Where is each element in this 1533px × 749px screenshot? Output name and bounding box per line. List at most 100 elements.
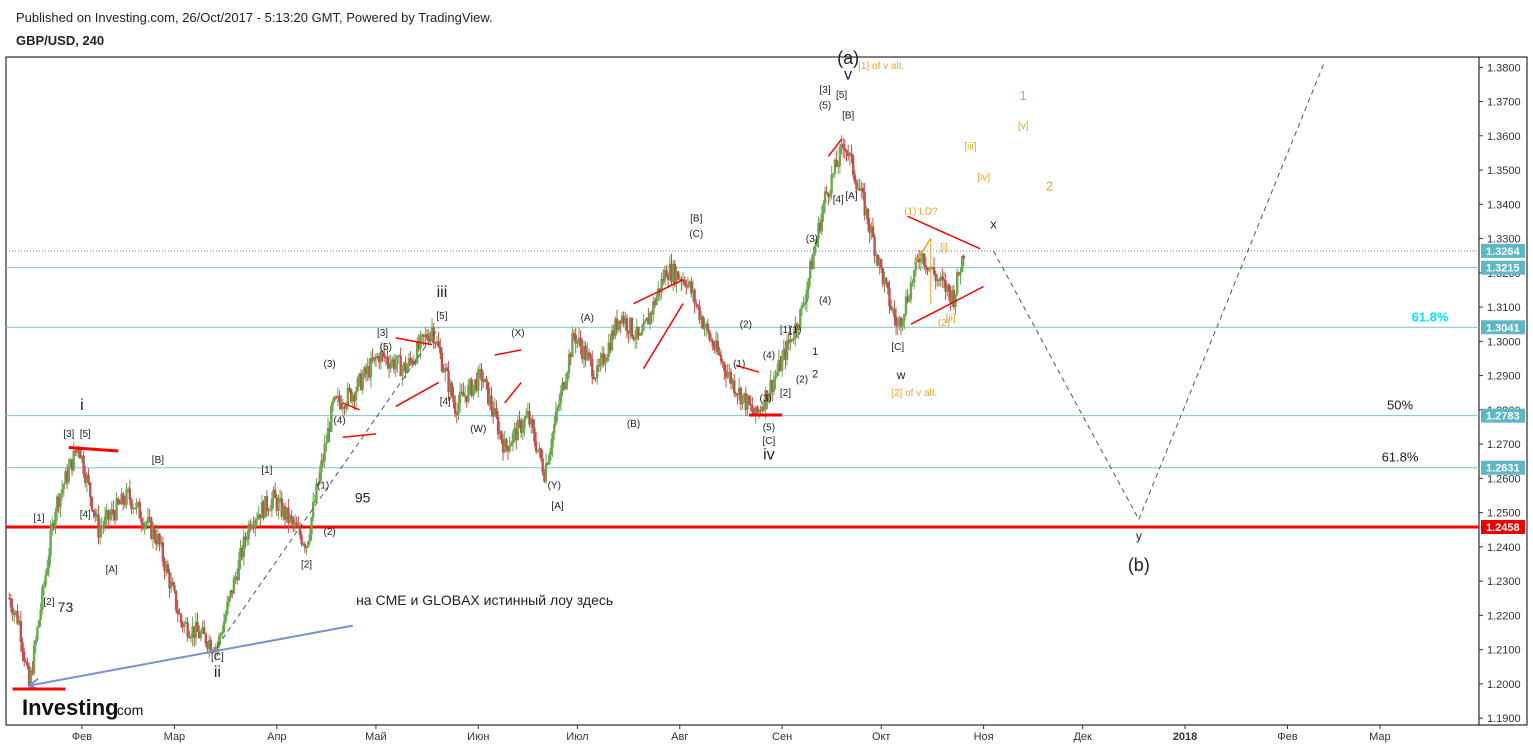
candle-body: [382, 352, 386, 358]
candle-body: [681, 279, 685, 282]
candle-body: [873, 236, 876, 257]
candle-body: [757, 410, 761, 413]
candle-body: [787, 340, 790, 344]
candle-body: [645, 317, 648, 321]
candle-body: [465, 395, 468, 402]
candle-body: [493, 408, 496, 417]
candle-body: [326, 427, 330, 443]
candle-body: [789, 339, 792, 344]
wave-label: [5]: [80, 429, 91, 440]
candle-body: [860, 188, 863, 191]
candle-body: [696, 304, 700, 307]
candle-body: [706, 323, 710, 331]
candle-body: [391, 359, 394, 364]
candle-body: [813, 245, 817, 254]
wave-label: (3): [760, 393, 772, 404]
candle-body: [155, 539, 158, 545]
pattern-line: [910, 285, 984, 325]
y-tick-label: 1.3700: [1487, 97, 1521, 109]
candle-body: [643, 320, 647, 323]
candle-body: [904, 296, 908, 314]
candle-body: [29, 670, 32, 687]
candle-body: [392, 359, 396, 370]
candle-body: [280, 498, 283, 517]
x-tick-label: Авг: [671, 731, 688, 743]
candle-body: [556, 407, 559, 412]
candle-body: [229, 590, 232, 598]
candle-body: [939, 276, 942, 281]
candle-body: [792, 337, 795, 341]
x-tick-label: Сен: [772, 731, 792, 743]
candle-body: [500, 431, 503, 441]
candle-body: [650, 312, 653, 315]
candle-body: [196, 621, 199, 632]
candle-body: [660, 279, 663, 293]
candle-body: [112, 509, 115, 514]
candle-body: [533, 427, 536, 442]
candle-body: [14, 611, 18, 613]
candle-body: [567, 353, 571, 373]
wave-label: (4): [763, 350, 775, 361]
wave-label: [B]: [152, 455, 164, 466]
candle-body: [455, 413, 459, 415]
candle-body: [700, 316, 703, 321]
candle-body: [316, 483, 320, 485]
candle-body: [414, 360, 417, 364]
candle-body: [797, 328, 800, 331]
price-tag: [1481, 408, 1525, 423]
candle-body: [850, 153, 853, 156]
candle-body: [425, 334, 429, 339]
candle-body: [870, 226, 873, 234]
candle-body: [513, 427, 516, 433]
candle-body: [206, 643, 209, 649]
candle-body: [790, 339, 794, 341]
candle-body: [49, 530, 52, 556]
wave-label: [3]: [63, 429, 74, 440]
candle-body: [272, 489, 275, 500]
candle-body: [363, 367, 366, 377]
candle-body: [683, 279, 686, 285]
candle-body: [944, 280, 947, 292]
candle-body: [318, 472, 321, 484]
logo-suffix: .com: [113, 702, 143, 718]
candle-body: [640, 331, 643, 335]
candle-body: [244, 536, 247, 541]
candle-body: [619, 320, 622, 324]
candle-body: [11, 607, 14, 615]
candle-body: [559, 391, 563, 404]
candle-body: [434, 343, 437, 345]
candle-body: [554, 411, 558, 424]
candle-body: [823, 191, 827, 204]
candle-body: [774, 375, 777, 380]
candle-body: [427, 338, 430, 341]
candle-body: [411, 360, 414, 364]
candle-body: [249, 523, 252, 528]
candle-body: [402, 362, 406, 368]
price-tag-label: 1.2458: [1486, 522, 1520, 534]
candle-body: [520, 420, 523, 433]
candle-body: [846, 152, 850, 157]
annotation-arrow: [28, 624, 353, 687]
candle-body: [744, 393, 748, 410]
candle-body: [612, 330, 615, 337]
candle-body: [75, 448, 79, 454]
candle-body: [245, 538, 249, 541]
candle-body: [746, 395, 749, 410]
candle-body: [331, 400, 335, 406]
candle-body: [889, 306, 893, 310]
candle-body: [64, 471, 67, 485]
x-tick-label: Апр: [267, 731, 286, 743]
candle-body: [435, 341, 439, 345]
candle-body: [630, 317, 634, 337]
candle-body: [407, 358, 411, 367]
candle-body: [830, 174, 833, 194]
candle-body: [354, 390, 358, 401]
candle-body: [128, 488, 132, 500]
candle-body: [518, 420, 521, 422]
fib-label: 61.8%: [1412, 309, 1449, 324]
price-tag-label: 1.3215: [1486, 263, 1520, 275]
candle-body: [856, 188, 860, 190]
candle-body: [293, 522, 297, 525]
candle-body: [199, 632, 203, 639]
